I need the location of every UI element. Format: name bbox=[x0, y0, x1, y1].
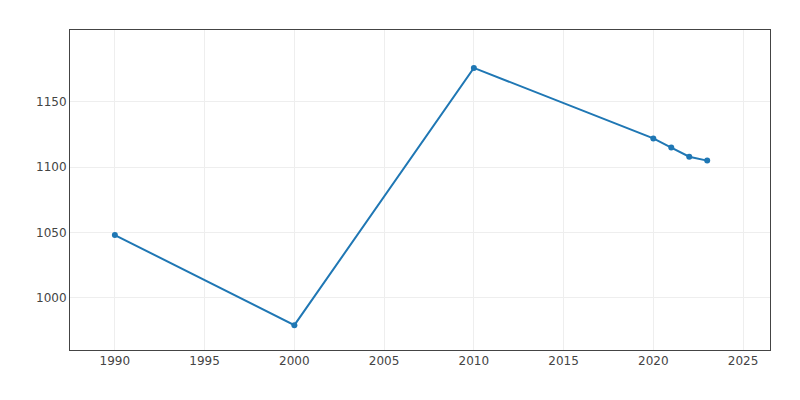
svg-text:2010: 2010 bbox=[459, 354, 490, 368]
svg-text:2000: 2000 bbox=[279, 354, 310, 368]
svg-text:1050: 1050 bbox=[36, 226, 67, 240]
svg-text:2005: 2005 bbox=[369, 354, 400, 368]
svg-text:1150: 1150 bbox=[36, 95, 67, 109]
svg-text:2020: 2020 bbox=[638, 354, 669, 368]
svg-text:2015: 2015 bbox=[548, 354, 579, 368]
svg-text:2025: 2025 bbox=[728, 354, 759, 368]
svg-text:1990: 1990 bbox=[100, 354, 131, 368]
svg-text:1100: 1100 bbox=[36, 160, 67, 174]
svg-text:1995: 1995 bbox=[189, 354, 220, 368]
svg-text:1000: 1000 bbox=[36, 291, 67, 305]
